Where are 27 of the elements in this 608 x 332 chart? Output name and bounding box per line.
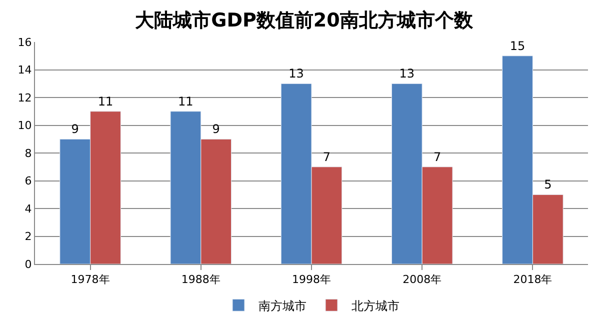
data-label: 5 bbox=[544, 178, 552, 192]
data-label: 11 bbox=[98, 94, 114, 108]
y-tick-label: 12 bbox=[18, 91, 32, 104]
data-label: 9 bbox=[71, 122, 79, 136]
y-tick-label: 10 bbox=[18, 119, 32, 132]
y-tick-label: 14 bbox=[18, 64, 32, 77]
x-tick-label: 1988年 bbox=[181, 273, 220, 286]
x-tick-label: 1978年 bbox=[70, 273, 110, 286]
y-tick-label: 8 bbox=[24, 146, 32, 160]
data-label: 15 bbox=[510, 38, 526, 53]
y-tick-label: 4 bbox=[24, 202, 32, 216]
y-tick-label: 6 bbox=[24, 174, 32, 188]
data-label: 7 bbox=[322, 150, 331, 164]
x-tick-label: 2008年 bbox=[402, 273, 442, 286]
chart-title: 大陆城市GDP数值前20南北方城市个数 bbox=[135, 10, 474, 32]
data-label: 9 bbox=[212, 122, 220, 136]
data-label: 13 bbox=[288, 66, 304, 81]
legend-label: 北方城市 bbox=[352, 298, 400, 313]
x-tick-label: 2018年 bbox=[513, 273, 552, 286]
x-tick-label: 1998年 bbox=[292, 273, 331, 286]
data-label: 13 bbox=[399, 66, 415, 81]
y-tick-label: 2 bbox=[24, 230, 32, 244]
y-tick-label: 0 bbox=[24, 258, 32, 271]
y-tick-label: 16 bbox=[18, 36, 32, 49]
legend-label: 南方城市 bbox=[258, 298, 306, 313]
data-label: 11 bbox=[178, 94, 194, 108]
data-label: 7 bbox=[433, 150, 442, 164]
